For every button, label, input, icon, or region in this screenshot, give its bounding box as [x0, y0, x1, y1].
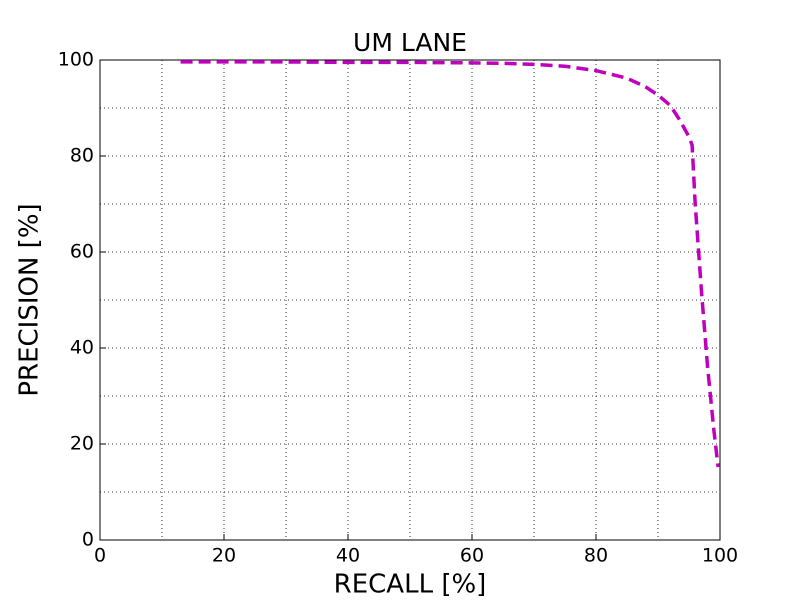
plot-frame [99, 59, 721, 541]
y-axis-label: PRECISION [%] [15, 203, 45, 396]
x-tick-label: 0 [94, 545, 106, 567]
y-tick-label: 40 [70, 337, 94, 359]
y-tick-label: 60 [70, 241, 94, 263]
y-tick-label: 100 [58, 49, 94, 71]
x-tick-label: 80 [584, 545, 608, 567]
x-tick-label: 100 [702, 545, 738, 567]
y-tick-label: 80 [70, 145, 94, 167]
y-tick-label: 20 [70, 433, 94, 455]
x-tick-label: 60 [460, 545, 484, 567]
chart-title: UM LANE [353, 28, 467, 57]
x-tick-label: 20 [212, 545, 236, 567]
x-axis-label: RECALL [%] [334, 570, 487, 600]
x-tick-label: 40 [336, 545, 360, 567]
y-tick-label: 0 [82, 529, 94, 551]
data-line [180, 60, 720, 468]
